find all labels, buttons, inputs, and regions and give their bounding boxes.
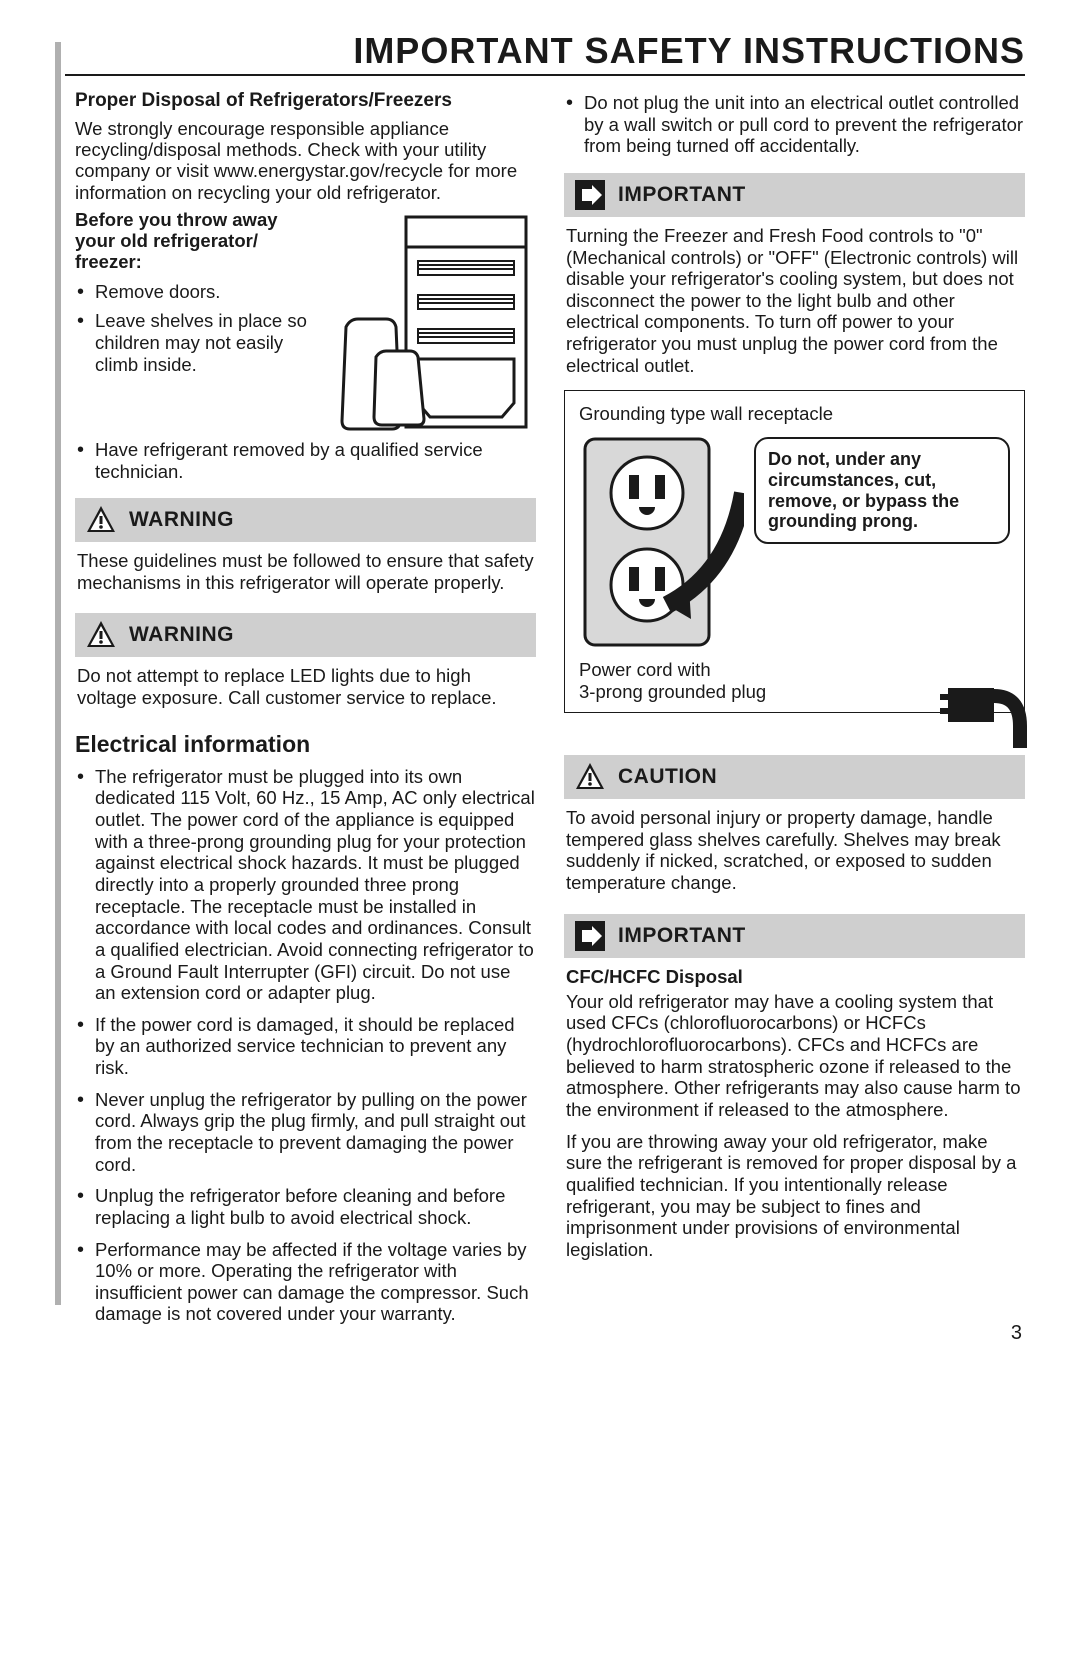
page-number: 3 [1011,1322,1022,1345]
callout-label: IMPORTANT [618,183,746,207]
callout-header: IMPORTANT [564,914,1025,958]
callout-header: IMPORTANT [564,173,1025,217]
disposal-list-cont: Have refrigerant removed by a qualified … [75,439,536,482]
arrow-icon [574,179,606,211]
callout-header: WARNING [75,498,536,542]
warning-icon [85,504,117,536]
warning-callout-1: WARNING These guidelines must be followe… [75,498,536,597]
callout-label: WARNING [129,623,234,647]
warning-icon [85,619,117,651]
cfc-subhead: CFC/HCFC Disposal [566,966,1023,987]
list-item: Leave shelves in place so children may n… [95,310,322,375]
electrical-list: The refrigerator must be plugged into it… [75,766,536,1325]
list-item: The refrigerator must be plugged into it… [95,766,536,1004]
column-right: Do not plug the unit into an electrical … [564,90,1025,1335]
outlet-top-caption: Grounding type wall receptacle [579,403,1010,425]
callout-body: Turning the Freezer and Fresh Food contr… [564,217,1025,380]
list-item: Unplug the refrigerator before cleaning … [95,1185,536,1228]
speech-wrap: Do not, under any circumstances, cut, re… [754,433,1010,544]
callout-body: CFC/HCFC Disposal Your old refrigerator … [564,958,1025,1265]
disposal-text: Before you throw away your old refrigera… [75,209,322,439]
important-callout-1: IMPORTANT Turning the Freezer and Fresh … [564,173,1025,380]
side-stripe [55,42,61,1305]
list-item: If the power cord is damaged, it should … [95,1014,536,1079]
callout-label: WARNING [129,508,234,532]
disposal-heading: Proper Disposal of Refrigerators/Freezer… [75,90,536,112]
plug-illustration [940,678,1030,748]
callout-body: To avoid personal injury or property dam… [564,799,1025,898]
outlet-row: Do not, under any circumstances, cut, re… [579,433,1010,653]
disposal-row: Before you throw away your old refrigera… [75,209,536,439]
important-callout-2: IMPORTANT CFC/HCFC Disposal Your old ref… [564,914,1025,1265]
before-heading: Before you throw away your old refrigera… [75,209,322,273]
callout-body: Do not attempt to replace LED lights due… [75,657,536,712]
list-item: Remove doors. [95,281,322,303]
column-left: Proper Disposal of Refrigerators/Freezer… [75,90,536,1335]
fridge-illustration [336,209,536,439]
warning-callout-2: WARNING Do not attempt to replace LED li… [75,613,536,712]
callout-header: CAUTION [564,755,1025,799]
callout-label: IMPORTANT [618,924,746,948]
callout-label: CAUTION [618,765,717,789]
list-item: Do not plug the unit into an electrical … [584,92,1025,157]
page: IMPORTANT SAFETY INSTRUCTIONS Proper Dis… [0,0,1080,1365]
list-item: Never unplug the refrigerator by pulling… [95,1089,536,1176]
cfc-p1: Your old refrigerator may have a cooling… [566,991,1023,1121]
cfc-p2: If you are throwing away your old refrig… [566,1131,1023,1261]
caution-callout: CAUTION To avoid personal injury or prop… [564,755,1025,898]
speech-bubble: Do not, under any circumstances, cut, re… [754,437,1010,544]
list-item: Performance may be affected if the volta… [95,1239,536,1326]
list-item: Have refrigerant removed by a qualified … [95,439,536,482]
outlet-illustration [579,433,744,653]
disposal-list: Remove doors. Leave shelves in place so … [75,281,322,376]
page-title: IMPORTANT SAFETY INSTRUCTIONS [65,30,1025,76]
callout-header: WARNING [75,613,536,657]
warning-icon [574,761,606,793]
right-top-list: Do not plug the unit into an electrical … [564,92,1025,157]
two-column-layout: Proper Disposal of Refrigerators/Freezer… [75,90,1025,1335]
electrical-heading: Electrical information [75,731,536,758]
disposal-intro: We strongly encourage responsible applia… [75,118,536,203]
callout-body: These guidelines must be followed to ens… [75,542,536,597]
arrow-icon [574,920,606,952]
outlet-diagram-box: Grounding type wall receptacle [564,390,1025,713]
